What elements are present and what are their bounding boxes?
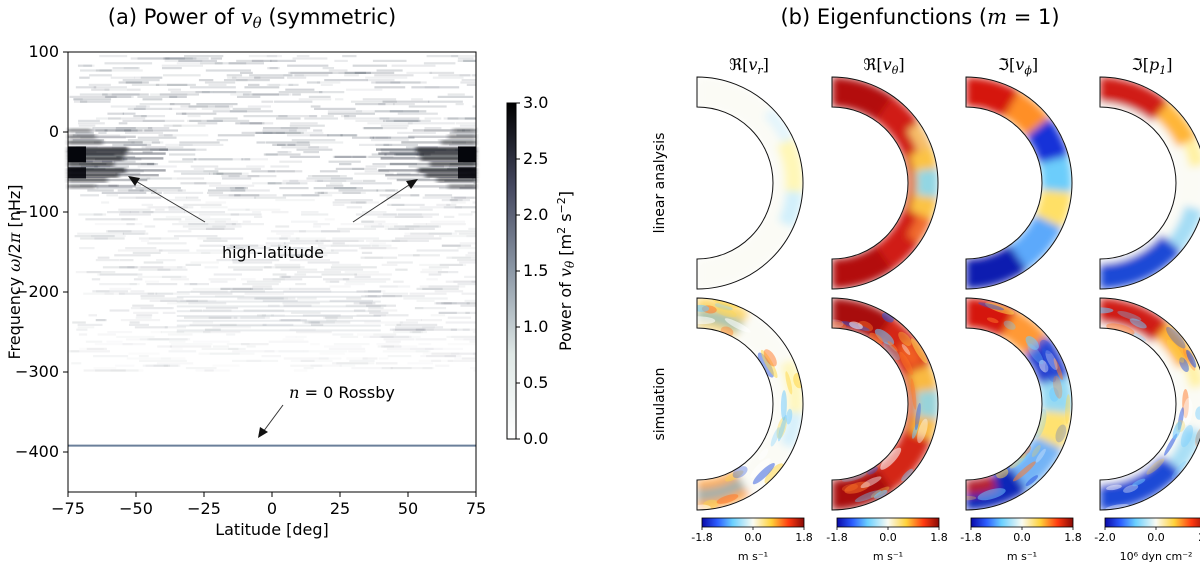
- row-label-linear: linear analysis: [652, 133, 668, 234]
- y-tick-label: 100: [28, 42, 59, 61]
- x-tick-label: 50: [398, 499, 418, 518]
- x-axis-label: Latitude [deg]: [215, 520, 329, 539]
- column-title-1: ℜ[vr]: [729, 55, 769, 77]
- y-tick-label: 0: [49, 122, 59, 141]
- colorbar-b-tick-label: 0.0: [1147, 531, 1165, 544]
- panel-b-title: (b) Eigenfunctions (m = 1): [780, 5, 1059, 29]
- shell-linear-re-vr: [696, 76, 804, 290]
- panel-a-title: (a) Power of vθ (symmetric): [108, 5, 396, 32]
- column-title-4: ℑ[p1]: [1132, 55, 1173, 77]
- x-tick-label: 75: [466, 499, 486, 518]
- colorbar-b-tick-label: -1.8: [691, 531, 712, 544]
- colorbar-a-tick-label: 1.5: [523, 261, 548, 280]
- y-tick-label: −100: [15, 202, 59, 221]
- colorbar-b-tick-label: -2.0: [1094, 531, 1115, 544]
- colorbar-a: 3.0 2.5 2.0 1.5 1.0 0.5 0.0 Power of vθ [m2 s−…: [506, 93, 577, 448]
- annotation-rossby: n = 0 Rossby: [258, 383, 395, 438]
- y-tick-label: −400: [15, 442, 59, 461]
- colorbar-a-tick-label: 2.5: [523, 149, 548, 168]
- rossby-label: n = 0 Rossby: [289, 383, 395, 402]
- colorbar-b-tick-label: 1.8: [795, 531, 813, 544]
- colorbar-a-ticks: 3.0 2.5 2.0 1.5 1.0 0.5 0.0: [516, 93, 548, 448]
- x-tick-label: −25: [187, 499, 221, 518]
- colorbar-b-3: -1.8 0.0 1.8 m s⁻¹: [960, 517, 1082, 563]
- y-tick-label: −300: [15, 362, 59, 381]
- colorbar-b-4: -2.0 0.0 2.0 10⁶ dyn cm⁻²: [1094, 517, 1200, 563]
- colorbar-b-tick-label: 2.0: [1198, 531, 1200, 544]
- colorbar-a-gradient: [506, 102, 517, 440]
- colorbar-a-tick-label: 2.0: [523, 205, 548, 224]
- x-ticks: −75 −50 −25 0 25 50 75: [51, 492, 486, 518]
- colorbar-a-label: Power of vθ [m2 s−2]: [555, 191, 577, 351]
- colorbar-b-tick-label: 1.8: [930, 531, 948, 544]
- row-label-simulation: simulation: [652, 368, 668, 441]
- panel-a: (a) Power of vθ (symmetric) −75 −50 −25 0 25…: [5, 5, 577, 539]
- high-latitude-features: [68, 128, 476, 189]
- colorbar-a-tick-label: 3.0: [523, 93, 548, 112]
- colorbar-b-gradient: [836, 517, 940, 528]
- x-tick-label: −50: [119, 499, 153, 518]
- colorbar-b-2: -1.8 0.0 1.8 m s⁻¹: [826, 517, 948, 563]
- shell-linear-im-p1: [1099, 76, 1200, 290]
- column-title-2: ℜ[vθ]: [863, 55, 904, 77]
- colorbar-a-tick-label: 0.0: [523, 429, 548, 448]
- colorbar-b-1: -1.8 0.0 1.8 m s⁻¹: [691, 517, 813, 563]
- shell-linear-re-vtheta: [831, 76, 939, 290]
- column-title-3: ℑ[vϕ]: [998, 55, 1038, 77]
- shell-simulation-re-vtheta: [831, 297, 939, 511]
- colorbar-b-tick-label: 1.8: [1064, 531, 1082, 544]
- colorbar-b-tick-label: 0.0: [1013, 531, 1031, 544]
- colorbar-a-tick-label: 1.0: [523, 317, 548, 336]
- colorbar-b-gradient: [1104, 517, 1200, 528]
- colorbar-b-tick-label: -1.8: [960, 531, 981, 544]
- colorbar-b-unit: m s⁻¹: [873, 550, 903, 563]
- annotation-high-latitude: high-latitude: [128, 176, 418, 262]
- high-latitude-label: high-latitude: [222, 243, 324, 262]
- colorbar-b-tick-label: 0.0: [879, 531, 897, 544]
- shell-simulation-im-p1: [1099, 297, 1200, 511]
- x-tick-label: 0: [267, 499, 277, 518]
- heatmap-area: [68, 52, 476, 492]
- colorbar-b-unit: m s⁻¹: [738, 550, 768, 563]
- shell-simulation-im-vphi: [965, 297, 1073, 511]
- y-ticks: 100 0 −100 −200 −300 −400: [15, 42, 68, 461]
- colorbar-b-tick-label: -1.8: [826, 531, 847, 544]
- panel-b: (b) Eigenfunctions (m = 1) ℜ[vr] ℜ[vθ] ℑ[v…: [652, 5, 1200, 563]
- eigenfunction-colorbars: -1.8 0.0 1.8 m s⁻¹ -1.8 0.0 1.8 m s⁻¹ -1.8 0.0 1.8…: [691, 517, 1200, 563]
- y-axis-label: Frequency ω/2π [nHz]: [5, 184, 24, 359]
- column-titles: ℜ[vr] ℜ[vθ] ℑ[vϕ] ℑ[p1]: [729, 55, 1172, 77]
- colorbar-a-tick-label: 0.5: [523, 373, 548, 392]
- colorbar-b-tick-label: 0.0: [744, 531, 762, 544]
- colorbar-b-gradient: [970, 517, 1074, 528]
- colorbar-b-unit: m s⁻¹: [1007, 550, 1037, 563]
- x-tick-label: −75: [51, 499, 85, 518]
- eigenfunction-shells: [696, 76, 1200, 511]
- y-tick-label: −200: [15, 282, 59, 301]
- x-tick-label: 25: [330, 499, 350, 518]
- shell-linear-im-vphi: [965, 76, 1073, 290]
- colorbar-b-unit: 10⁶ dyn cm⁻²: [1120, 550, 1193, 563]
- colorbar-b-gradient: [701, 517, 805, 528]
- shell-simulation-re-vr: [696, 297, 804, 511]
